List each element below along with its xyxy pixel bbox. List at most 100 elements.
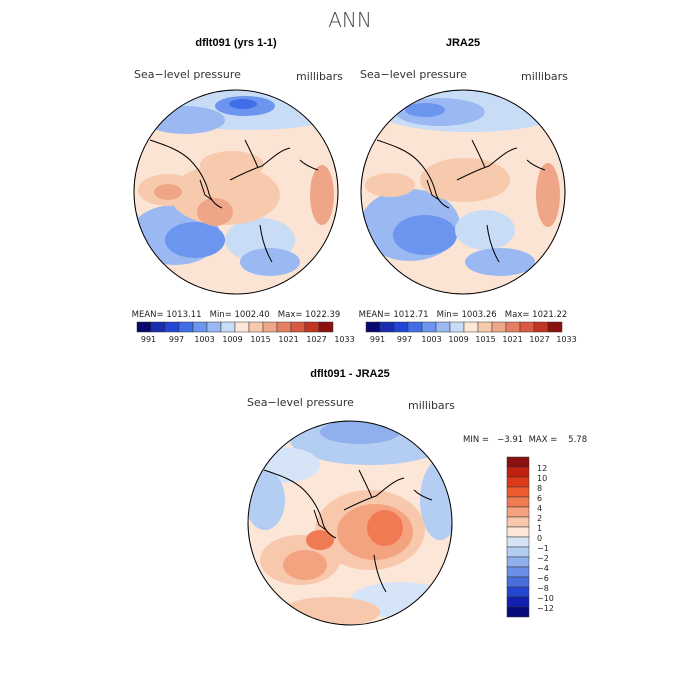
panel-difference-stats: MIN = −3.91 MAX = 5.78 (463, 435, 587, 445)
colorbar-swatch (136, 321, 152, 333)
colorbar-swatch (192, 321, 208, 333)
colorbar-swatch (449, 321, 465, 333)
colorbar-swatch (506, 456, 530, 468)
colorbar-label: −8 (537, 584, 549, 593)
colorbar-label: 1 (537, 524, 542, 533)
panel-reanalysis-colorbar (365, 321, 563, 333)
colorbar-label: −12 (537, 604, 554, 613)
panel-difference-colorbar (506, 456, 530, 618)
colorbar-swatch (506, 526, 530, 538)
colorbar-swatch (506, 536, 530, 548)
colorbar-label: 1027 (306, 335, 326, 344)
colorbar-label: 991 (141, 335, 156, 344)
colorbar-label: 1021 (278, 335, 298, 344)
panel-model-colorbar-labels: 991 997 1003 1009 1015 1021 1027 1033 (141, 335, 355, 344)
colorbar-label: 1009 (222, 335, 242, 344)
colorbar-label: 8 (537, 484, 542, 493)
panel-model-title: dflt091 (yrs 1-1) (195, 37, 277, 49)
colorbar-swatch (206, 321, 222, 333)
panel-reanalysis-map-border (360, 89, 566, 295)
panel-model-colorbar (136, 321, 334, 333)
colorbar-swatch (234, 321, 250, 333)
colorbar-swatch (304, 321, 320, 333)
colorbar-swatch (506, 506, 530, 518)
panel-difference-units-label: millibars (408, 399, 455, 412)
colorbar-label: 1015 (250, 335, 270, 344)
panel-model-map-border (133, 89, 339, 295)
panel-difference-variable-label: Sea−level pressure (247, 396, 354, 409)
panel-reanalysis-map (361, 90, 565, 294)
panel-difference: dflt091 - JRA25 Sea−level pressure milli… (247, 368, 587, 626)
colorbar-swatch (393, 321, 409, 333)
panel-model-stats: MEAN= 1013.11 Min= 1002.40 Max= 1022.39 (132, 310, 341, 320)
panel-reanalysis: JRA25 Sea−level pressure millibars MEAN=… (359, 37, 577, 344)
colorbar-swatch (421, 321, 437, 333)
colorbar-swatch (491, 321, 507, 333)
colorbar-label: 997 (397, 335, 412, 344)
colorbar-label: −1 (537, 544, 549, 553)
colorbar-swatch (220, 321, 236, 333)
colorbar-label: 1009 (448, 335, 468, 344)
colorbar-swatch (290, 321, 306, 333)
colorbar-label: 6 (537, 494, 542, 503)
colorbar-swatch (506, 606, 530, 618)
colorbar-label: −2 (537, 554, 549, 563)
colorbar-label: −4 (537, 564, 549, 573)
colorbar-swatch (506, 516, 530, 528)
colorbar-label: 12 (537, 464, 547, 473)
colorbar-label: 4 (537, 504, 542, 513)
colorbar-swatch (506, 486, 530, 498)
colorbar-swatch (506, 466, 530, 478)
colorbar-label: 1015 (475, 335, 495, 344)
panel-difference-map-border (247, 420, 453, 626)
colorbar-label: 2 (537, 514, 542, 523)
colorbar-swatch (365, 321, 381, 333)
colorbar-swatch (506, 566, 530, 578)
colorbar-label: 1003 (421, 335, 441, 344)
colorbar-swatch (506, 556, 530, 568)
colorbar-swatch (506, 586, 530, 598)
colorbar-swatch (407, 321, 423, 333)
colorbar-label: 1021 (502, 335, 522, 344)
colorbar-swatch (547, 321, 563, 333)
colorbar-swatch (435, 321, 451, 333)
colorbar-swatch (178, 321, 194, 333)
colorbar-swatch (150, 321, 166, 333)
colorbar-label: 997 (169, 335, 184, 344)
panel-model-units-label: millibars (296, 70, 343, 83)
colorbar-swatch (379, 321, 395, 333)
panel-difference-title: dflt091 - JRA25 (310, 368, 389, 380)
panel-reanalysis-stats: MEAN= 1012.71 Min= 1003.26 Max= 1021.22 (359, 310, 568, 320)
colorbar-label: 1033 (556, 335, 576, 344)
panel-reanalysis-colorbar-labels: 991 997 1003 1009 1015 1021 1027 1033 (370, 335, 577, 344)
colorbar-swatch (519, 321, 535, 333)
panel-model-map (134, 90, 338, 294)
colorbar-swatch (164, 321, 180, 333)
colorbar-swatch (506, 596, 530, 608)
panel-model: dflt091 (yrs 1-1) Sea−level pressure mil… (132, 37, 355, 344)
colorbar-swatch (506, 496, 530, 508)
colorbar-swatch (463, 321, 479, 333)
colorbar-label: 1033 (334, 335, 354, 344)
colorbar-swatch (505, 321, 521, 333)
colorbar-label: 1027 (529, 335, 549, 344)
panel-reanalysis-units-label: millibars (521, 70, 568, 83)
colorbar-swatch (506, 546, 530, 558)
colorbar-label: −10 (537, 594, 554, 603)
colorbar-label: 991 (370, 335, 385, 344)
figure-title: ANN (328, 8, 372, 32)
colorbar-swatch (276, 321, 292, 333)
colorbar-swatch (533, 321, 549, 333)
colorbar-label: 0 (537, 534, 542, 543)
colorbar-swatch (506, 476, 530, 488)
panel-difference-map (248, 421, 452, 625)
colorbar-swatch (506, 576, 530, 588)
colorbar-swatch (248, 321, 264, 333)
panel-reanalysis-variable-label: Sea−level pressure (360, 68, 467, 81)
colorbar-label: 1003 (194, 335, 214, 344)
panel-model-variable-label: Sea−level pressure (134, 68, 241, 81)
colorbar-swatch (262, 321, 278, 333)
panel-difference-colorbar-labels: 12 10 8 6 4 2 1 0 −1 −2 −4 −6 −8 −10 −12 (537, 464, 554, 613)
colorbar-swatch (318, 321, 334, 333)
